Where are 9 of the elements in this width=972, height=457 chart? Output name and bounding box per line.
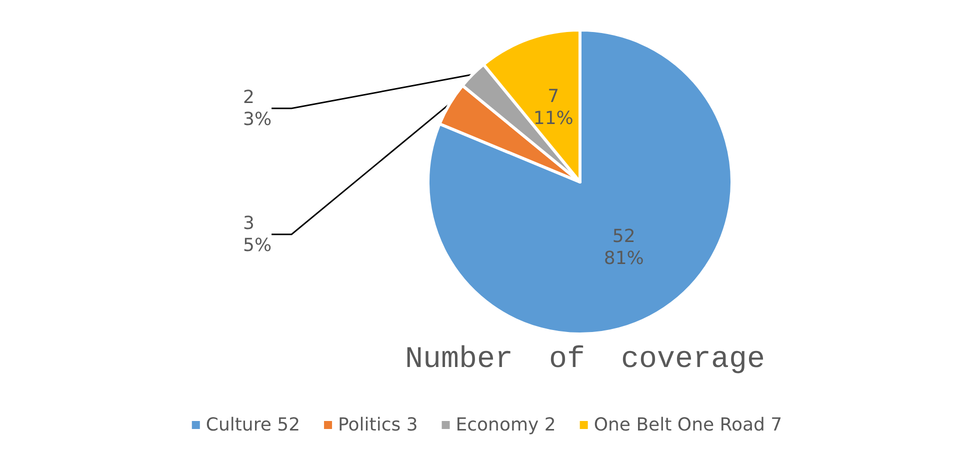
data-label: 3 5%	[243, 212, 272, 256]
data-label: 2 3%	[243, 86, 272, 130]
data-label: 52 81%	[604, 226, 644, 270]
text: Number of coverage	[404, 343, 766, 377]
legend-label: One Belt One Road 7	[594, 414, 782, 436]
data-label: 7 11%	[533, 86, 574, 130]
legend-label: Politics 3	[338, 414, 418, 436]
legend-label: Culture 52	[206, 414, 300, 436]
legend-label: Economy 2	[456, 414, 556, 436]
